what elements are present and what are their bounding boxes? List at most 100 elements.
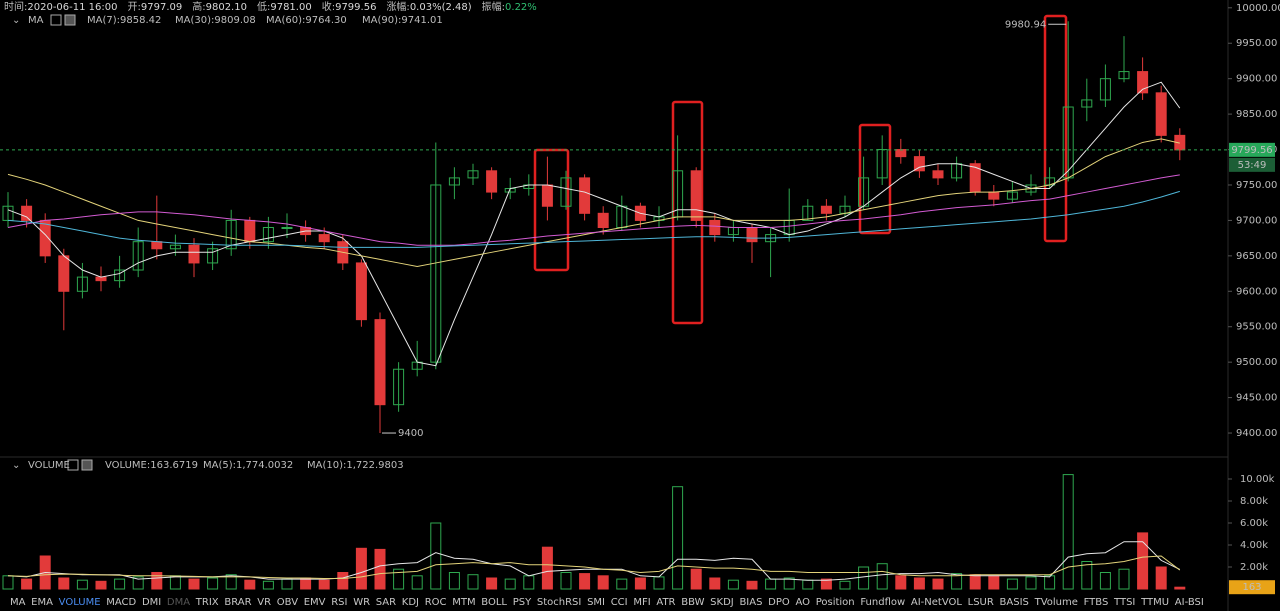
candle-body bbox=[932, 170, 944, 179]
candle-body bbox=[430, 184, 442, 363]
indicator-tab[interactable]: ROC bbox=[424, 596, 447, 608]
indicator-tab[interactable]: AI-NetVOL bbox=[910, 596, 962, 608]
candle-body bbox=[95, 276, 107, 282]
volume-bar bbox=[318, 579, 330, 590]
volume-bar bbox=[1137, 532, 1149, 590]
settings-icon[interactable] bbox=[50, 14, 62, 26]
candle-body bbox=[244, 219, 256, 243]
y-tick-label: 9700.00 bbox=[1236, 215, 1277, 226]
highlight-box bbox=[533, 148, 570, 272]
indicator-tab[interactable]: CCI bbox=[610, 596, 628, 608]
indicator-tab[interactable]: VOLUME bbox=[58, 596, 101, 608]
volume-bar bbox=[951, 573, 963, 590]
volume-bar bbox=[76, 579, 88, 590]
volume-bar bbox=[467, 574, 479, 590]
volume-bar bbox=[281, 578, 293, 590]
candle-body bbox=[76, 276, 88, 292]
volume-bar bbox=[1044, 575, 1056, 590]
indicator-tabs: MA EMA VOLUME MACD DMI DMA TRIX BRAR VR OBV EMV RSI… bbox=[0, 593, 1226, 611]
indicator-tab[interactable]: MA bbox=[10, 596, 26, 608]
volume-bar bbox=[486, 577, 498, 590]
indicator-tab[interactable]: OBV bbox=[276, 596, 299, 608]
indicator-tab[interactable]: DPO bbox=[768, 596, 790, 608]
indicator-tab[interactable]: SKDJ bbox=[710, 596, 734, 608]
volume-bar bbox=[430, 522, 442, 590]
indicator-tab[interactable]: AO bbox=[795, 596, 810, 608]
indicator-tab[interactable]: StochRSI bbox=[536, 596, 582, 608]
indicator-tab[interactable]: AI-BSI bbox=[1174, 596, 1204, 608]
candle-body bbox=[281, 227, 293, 229]
highlight-boxes bbox=[533, 14, 1068, 325]
indicator-tab[interactable]: MTM bbox=[452, 596, 476, 608]
indicator-tab[interactable]: PSY bbox=[512, 596, 532, 608]
indicator-tab[interactable]: TTMU bbox=[1141, 596, 1170, 608]
indicator-tab[interactable]: SMI bbox=[587, 596, 605, 608]
header-value: 9802.10 bbox=[206, 2, 247, 13]
collapse-icon[interactable]: ⌄ bbox=[12, 460, 20, 471]
indicator-tab[interactable]: KDJ bbox=[401, 596, 419, 608]
ma-line bbox=[7, 81, 1181, 367]
candle-body bbox=[1155, 92, 1167, 136]
indicator-tab[interactable]: WR bbox=[353, 596, 371, 608]
ma-line bbox=[7, 138, 1180, 267]
volume-bar bbox=[151, 571, 163, 590]
indicator-tab[interactable]: Fundflow bbox=[860, 596, 906, 608]
volume-bar bbox=[1062, 474, 1074, 590]
indicator-tab[interactable]: BBW bbox=[681, 596, 705, 608]
candle-body bbox=[262, 227, 274, 243]
collapse-icon[interactable]: ⌄ bbox=[12, 15, 20, 26]
volume-bar bbox=[207, 577, 219, 590]
indicator-tab[interactable]: TVolume bbox=[1034, 596, 1078, 608]
header-value: 9799.56 bbox=[335, 2, 376, 13]
volume-bar bbox=[132, 576, 144, 590]
indicator-tab[interactable]: RSI bbox=[331, 596, 348, 608]
price-tag-label: 9799.56 bbox=[1231, 145, 1272, 156]
header-label: 振幅: bbox=[482, 0, 505, 13]
header-label: 低: bbox=[257, 0, 270, 13]
header-value: 9797.09 bbox=[141, 2, 182, 13]
indicator-tab[interactable]: BASIS bbox=[999, 596, 1029, 608]
volume-bar bbox=[541, 546, 553, 590]
close-icon[interactable] bbox=[81, 459, 93, 471]
volume-label: VOLUME:163.6719 bbox=[105, 460, 198, 471]
candle-body bbox=[541, 184, 553, 207]
indicator-tab[interactable]: BOLL bbox=[481, 596, 507, 608]
indicator-tab[interactable]: EMV bbox=[303, 596, 326, 608]
indicator-tab[interactable]: TTSI bbox=[1114, 596, 1136, 608]
y-tick-label: 9900.00 bbox=[1236, 74, 1277, 85]
indicator-tab[interactable]: VR bbox=[257, 596, 272, 608]
indicator-tab[interactable]: DMI bbox=[141, 596, 162, 608]
indicator-tab[interactable]: FTBS bbox=[1083, 596, 1109, 608]
indicator-tab[interactable]: ATR bbox=[656, 596, 676, 608]
volume-bar bbox=[876, 563, 888, 590]
highlight-box bbox=[1043, 14, 1068, 243]
close-icon[interactable] bbox=[64, 14, 76, 26]
volume-bar bbox=[262, 580, 274, 590]
y-tick-label: 9750.00 bbox=[1236, 180, 1277, 191]
indicator-tab[interactable]: BRAR bbox=[224, 596, 252, 608]
indicator-tab[interactable]: EMA bbox=[31, 596, 53, 608]
indicator-tab[interactable]: MACD bbox=[106, 596, 137, 608]
candle-body bbox=[690, 170, 702, 221]
indicator-tab[interactable]: DMA bbox=[166, 596, 191, 608]
header-item: 低:9781.00 bbox=[257, 0, 312, 13]
indicator-tab[interactable]: LSUR bbox=[967, 596, 994, 608]
y-tick-label: 9550.00 bbox=[1236, 322, 1277, 333]
indicator-tab[interactable]: MFI bbox=[633, 596, 651, 608]
indicator-tab[interactable]: Position bbox=[815, 596, 855, 608]
volume-bar bbox=[1174, 586, 1186, 590]
indicator-tab[interactable]: SAR bbox=[375, 596, 397, 608]
candle-body bbox=[132, 241, 144, 271]
settings-icon[interactable] bbox=[67, 459, 79, 471]
candle-body bbox=[560, 177, 572, 207]
candle-body bbox=[151, 241, 163, 250]
volume-bar bbox=[58, 577, 70, 590]
indicator-tab[interactable]: BIAS bbox=[739, 596, 763, 608]
indicator-name[interactable]: VOLUME bbox=[28, 460, 70, 471]
header-label: 高: bbox=[192, 0, 205, 13]
candle-body bbox=[188, 244, 200, 264]
indicator-tab[interactable]: TRIX bbox=[195, 596, 219, 608]
countdown-label: 53:49 bbox=[1238, 160, 1267, 171]
volume-bar bbox=[95, 580, 107, 590]
indicator-name[interactable]: MA bbox=[28, 15, 44, 26]
